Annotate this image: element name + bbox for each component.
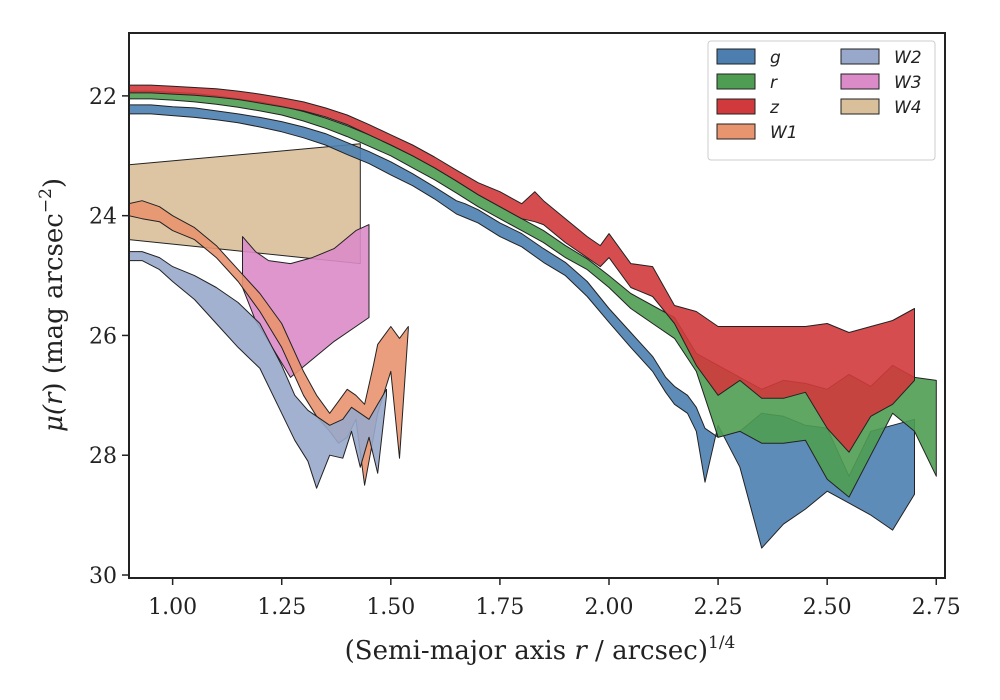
x-tick-label: 1.00 <box>148 595 197 620</box>
legend-label-W1: W1 <box>770 123 798 143</box>
legend-swatch-g <box>716 48 756 65</box>
x-tick-label: 2.00 <box>585 595 634 620</box>
y-tick-label: 26 <box>89 324 117 349</box>
legend-box <box>707 40 936 161</box>
legend-label-z: z <box>769 98 780 118</box>
series-band-W1 <box>129 200 409 486</box>
legend-swatch-W2 <box>840 48 880 65</box>
legend-swatch-W3 <box>840 73 880 90</box>
x-tick-label: 1.25 <box>257 595 306 620</box>
legend-swatch-z <box>716 98 756 115</box>
series-band-z <box>129 84 915 453</box>
plot-frame <box>128 32 946 579</box>
x-tick-label: 2.25 <box>694 595 743 620</box>
series-band-W2 <box>129 251 387 489</box>
x-tick-label: 1.75 <box>475 595 524 620</box>
legend-swatch-W4 <box>840 98 880 115</box>
x-axis: 1.00 1.25 1.50 1.75 2.00 2.25 2.50 2.75 <box>148 578 961 620</box>
legend-swatch-W1 <box>716 123 756 140</box>
y-tick-label: 30 <box>89 564 117 589</box>
series-band-g <box>129 104 915 549</box>
x-tick-label: 2.75 <box>912 595 961 620</box>
legend-label-g: g <box>770 48 781 68</box>
legend-label-r: r <box>770 73 778 93</box>
x-axis-label: (Semi-major axis r / arcsec)1/4 <box>345 633 736 666</box>
legend: grz W1 W2 W3 W4 <box>707 40 936 161</box>
y-tick-label: 22 <box>89 85 117 110</box>
x-tick-label: 1.50 <box>366 595 415 620</box>
series-layer <box>129 84 937 549</box>
legend-label-W4: W4 <box>894 98 922 118</box>
legend-swatch-r <box>716 73 756 90</box>
y-tick-label: 24 <box>89 205 117 230</box>
legend-label-W2: W2 <box>894 48 922 68</box>
y-tick-label: 28 <box>89 444 117 469</box>
y-axis: 22 24 26 28 30 <box>89 85 129 589</box>
y-axis-label: μ(r) (mag arcsec−2) <box>36 178 69 432</box>
legend-label-W3: W3 <box>894 73 922 93</box>
x-tick-label: 2.50 <box>803 595 852 620</box>
